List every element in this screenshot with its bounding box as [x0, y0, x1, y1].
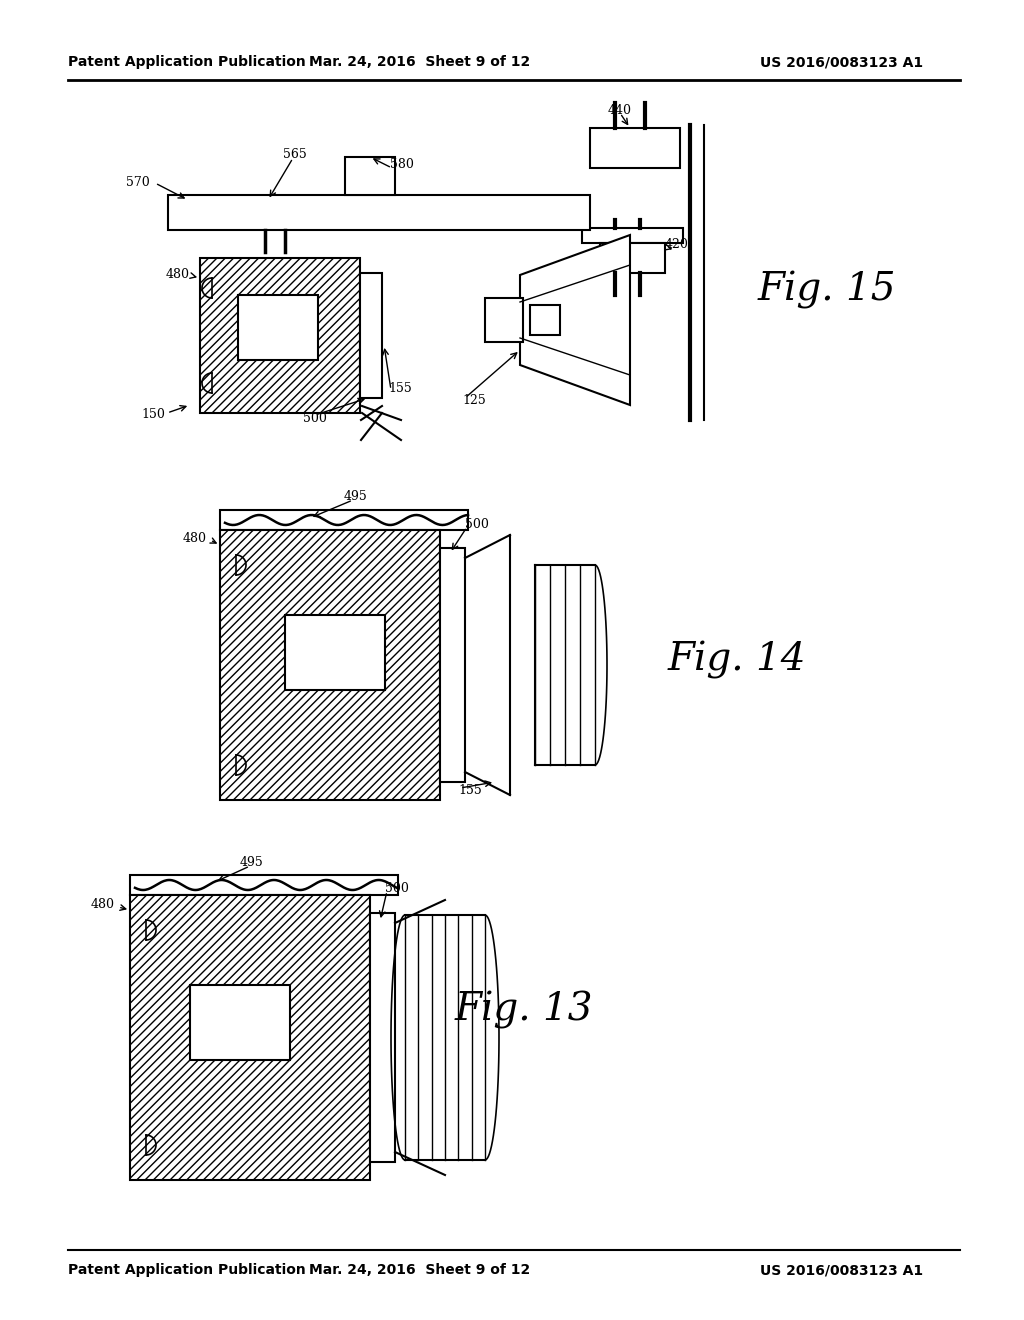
Text: 500: 500	[385, 882, 409, 895]
Text: 480: 480	[91, 899, 115, 912]
Text: Mar. 24, 2016  Sheet 9 of 12: Mar. 24, 2016 Sheet 9 of 12	[309, 1263, 530, 1276]
Bar	[530, 305, 560, 335]
Text: 495: 495	[240, 857, 264, 870]
Text: 440: 440	[608, 103, 632, 116]
Bar	[130, 895, 370, 1180]
Bar	[238, 294, 318, 360]
Text: 495: 495	[343, 491, 367, 503]
Bar	[600, 243, 665, 273]
Text: 150: 150	[141, 408, 165, 421]
Bar	[440, 548, 465, 781]
Text: 420: 420	[665, 239, 689, 252]
Text: 155: 155	[458, 784, 481, 796]
Text: 125: 125	[462, 393, 485, 407]
Bar	[485, 298, 523, 342]
Bar	[285, 615, 385, 690]
Text: 580: 580	[390, 158, 414, 172]
Polygon shape	[520, 235, 630, 405]
Text: Patent Application Publication: Patent Application Publication	[68, 55, 306, 69]
Text: 155: 155	[388, 381, 412, 395]
Text: US 2016/0083123 A1: US 2016/0083123 A1	[760, 55, 923, 69]
Text: 500: 500	[303, 412, 327, 425]
Text: 480: 480	[183, 532, 207, 544]
Text: Fig. 14: Fig. 14	[668, 642, 807, 678]
Bar	[582, 228, 683, 243]
Bar	[590, 128, 680, 168]
Text: 570: 570	[126, 176, 150, 189]
Text: Fig. 13: Fig. 13	[455, 991, 594, 1030]
Bar	[345, 157, 395, 195]
Text: Patent Application Publication: Patent Application Publication	[68, 1263, 306, 1276]
Bar	[370, 913, 395, 1162]
Bar	[220, 531, 440, 800]
Text: 565: 565	[283, 149, 307, 161]
Text: Fig. 15: Fig. 15	[758, 271, 896, 309]
Bar	[200, 257, 360, 413]
Bar	[190, 985, 290, 1060]
Bar	[360, 273, 382, 399]
Text: 500: 500	[465, 519, 488, 532]
Bar	[220, 510, 468, 531]
Text: US 2016/0083123 A1: US 2016/0083123 A1	[760, 1263, 923, 1276]
Bar	[130, 875, 398, 895]
Text: 480: 480	[166, 268, 190, 281]
Text: Mar. 24, 2016  Sheet 9 of 12: Mar. 24, 2016 Sheet 9 of 12	[309, 55, 530, 69]
Bar	[168, 195, 590, 230]
